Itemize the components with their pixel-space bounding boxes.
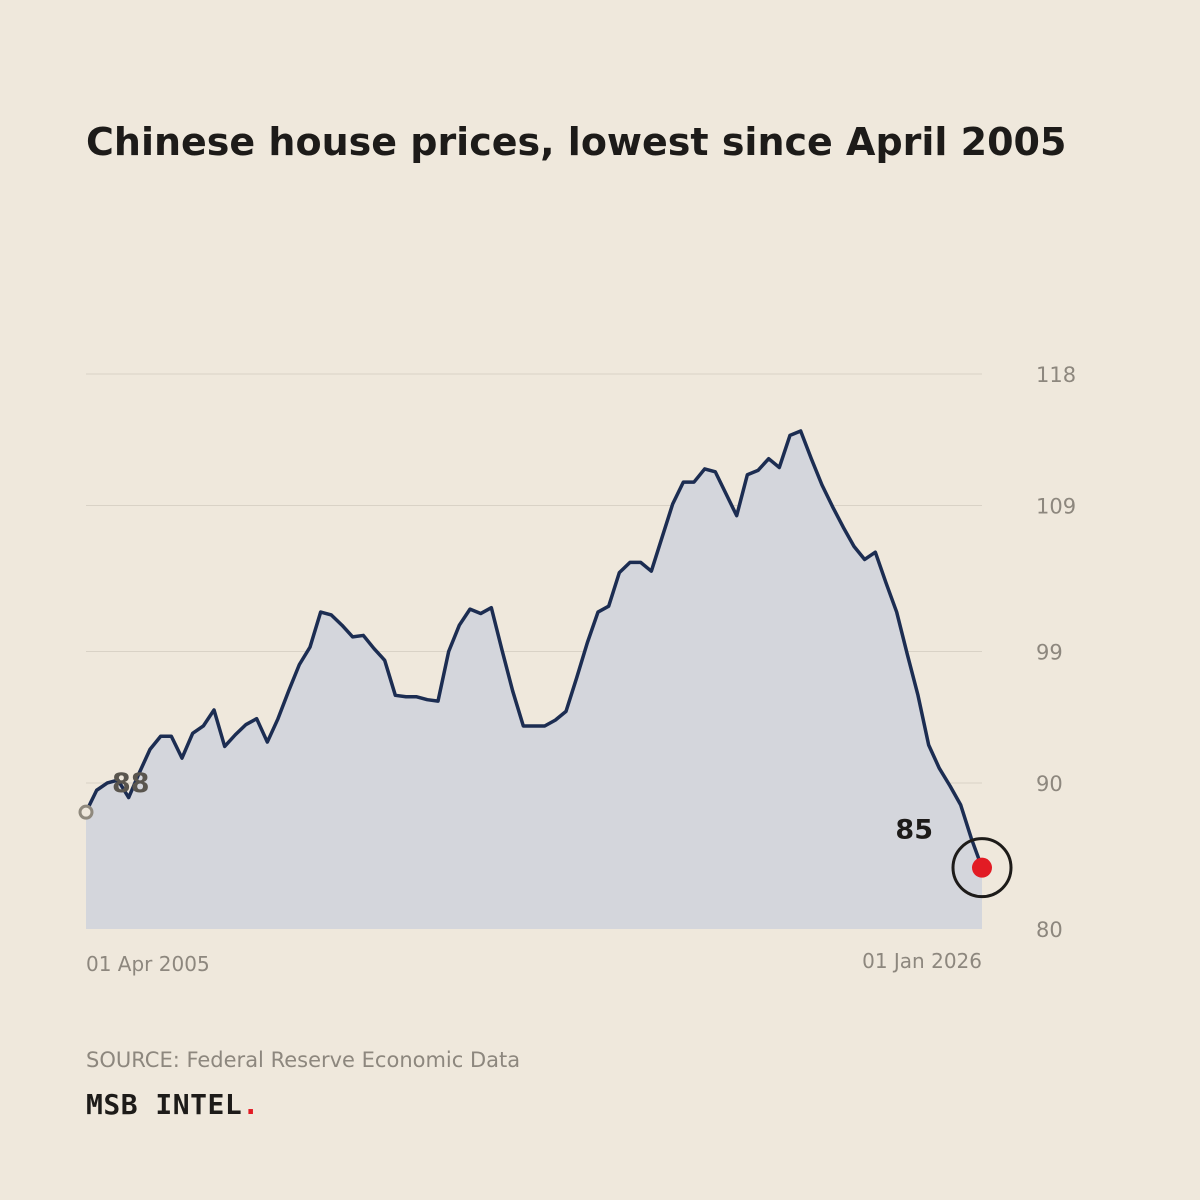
end-point-ring bbox=[951, 837, 1013, 899]
end-value-label: 85 bbox=[895, 815, 933, 846]
x-axis-start-label: 01 Apr 2005 bbox=[86, 952, 210, 976]
y-tick-label: 90 bbox=[1036, 772, 1063, 796]
source-note: SOURCE: Federal Reserve Economic Data bbox=[86, 1048, 521, 1072]
start-point-marker bbox=[78, 804, 94, 820]
brand-name: MSB INTEL bbox=[86, 1088, 243, 1121]
y-tick-label: 99 bbox=[1036, 641, 1063, 665]
brand-dot: . bbox=[242, 1088, 260, 1121]
chart-title: Chinese house prices, lowest since April… bbox=[86, 120, 1067, 164]
x-axis-end-label: 01 Jan 2026 bbox=[862, 949, 982, 973]
y-tick-label: 80 bbox=[1036, 918, 1063, 942]
y-tick-label: 109 bbox=[1036, 494, 1076, 518]
brand-logo: MSB INTEL. bbox=[86, 1088, 260, 1121]
price-line bbox=[84, 429, 984, 870]
area-fill bbox=[86, 430, 982, 929]
end-point-marker bbox=[972, 857, 992, 878]
start-value-label: 88 bbox=[112, 768, 150, 799]
y-axis-tick-labels: 118 109 99 90 80 bbox=[1036, 363, 1076, 942]
y-tick-label: 118 bbox=[1036, 363, 1076, 387]
